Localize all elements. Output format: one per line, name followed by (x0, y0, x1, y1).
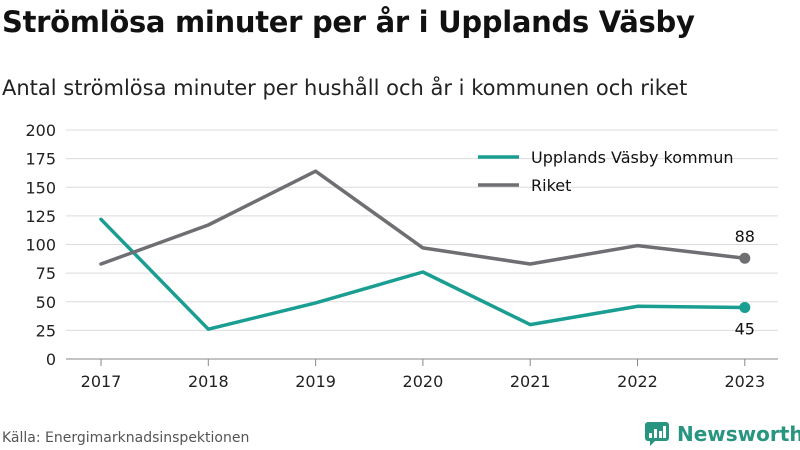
series-end-point-1 (739, 301, 751, 313)
chart-title: Strömlösa minuter per år i Upplands Väsb… (2, 5, 695, 39)
y-tick-label: 200 (25, 121, 56, 140)
series-line-2 (99, 169, 747, 266)
x-tick-label: 2019 (295, 372, 336, 391)
chart-subtitle: Antal strömlösa minuter per hushåll och … (2, 76, 688, 100)
end-label-municipality: 45 (735, 319, 755, 338)
y-tick-label: 75 (36, 264, 56, 283)
y-tick-label: 25 (36, 321, 56, 340)
series-end-point-2 (739, 252, 751, 264)
y-tick-label: 175 (25, 150, 56, 169)
x-tick-label: 2023 (724, 372, 765, 391)
x-tick-label: 2021 (510, 372, 551, 391)
series-line-1 (99, 217, 747, 331)
newsworthy-logo: Newsworthy (644, 419, 800, 449)
newsworthy-logo-icon (645, 422, 669, 446)
x-tick-label: 2020 (403, 372, 444, 391)
end-label-country: 88 (735, 227, 755, 246)
y-tick-label: 125 (25, 207, 56, 226)
y-tick-label: 100 (25, 236, 56, 255)
y-tick-label: 50 (36, 293, 56, 312)
newsworthy-logo-text: Newsworthy (677, 422, 800, 446)
x-tick-label: 2022 (617, 372, 658, 391)
legend-label: Upplands Väsby kommun (531, 148, 733, 167)
x-tick-label: 2018 (188, 372, 229, 391)
y-tick-label: 150 (25, 178, 56, 197)
y-tick-label: 0 (46, 350, 56, 369)
legend-label: Riket (531, 176, 571, 195)
x-tick-label: 2017 (81, 372, 122, 391)
source-note: Källa: Energimarknadsinspektionen (2, 430, 250, 446)
